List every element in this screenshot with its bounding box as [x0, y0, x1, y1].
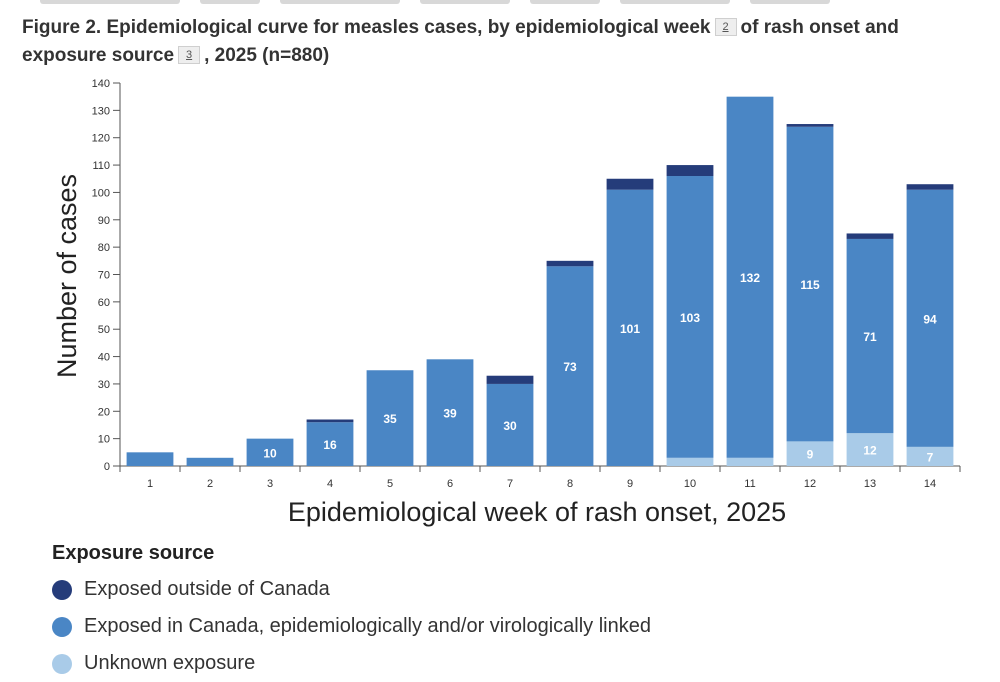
- y-tick-label: 20: [98, 406, 110, 418]
- data-label: 30: [503, 419, 517, 433]
- data-label: 73: [563, 360, 577, 374]
- y-tick-label: 80: [98, 242, 110, 254]
- bar-segment-exposed-in-canada[interactable]: [246, 438, 294, 466]
- x-tick-label: 11: [744, 478, 755, 490]
- x-tick-label: 1: [147, 478, 153, 490]
- legend-swatch-exposed-outside-canada: [52, 579, 72, 600]
- bar-segment-exposed-in-canada[interactable]: [786, 126, 834, 442]
- bar-segment-exposed-in-canada[interactable]: [426, 359, 474, 466]
- x-tick-label: 14: [924, 478, 936, 490]
- x-tick-label: 10: [684, 478, 696, 490]
- x-tick-label: 6: [447, 478, 453, 490]
- x-tick-label: 9: [627, 478, 633, 490]
- figure-title-part2: of rash onset and exposure source: [22, 17, 899, 66]
- x-axis: 1 2 3 4 5 6 7 8 9 10 11 12 13 14: [119, 465, 961, 490]
- bar-segment-unknown-exposure[interactable]: [906, 446, 954, 466]
- legend: Exposure source Exposed outside of Canad…: [52, 542, 651, 682]
- bar-segment-unknown-exposure[interactable]: [846, 433, 894, 466]
- bar-segment-exposed-outside-canada[interactable]: [906, 184, 954, 190]
- data-label: 115: [800, 278, 820, 292]
- bar-segment-exposed-in-canada[interactable]: [486, 383, 534, 466]
- data-label: 7: [927, 450, 934, 464]
- bar-segment-exposed-outside-canada[interactable]: [786, 124, 834, 127]
- figure-title-part3: , 2025 (n=880): [204, 45, 330, 66]
- bar-segment-exposed-in-canada[interactable]: [846, 238, 894, 434]
- x-tick-label: 13: [864, 478, 876, 490]
- y-tick-label: 70: [98, 270, 110, 282]
- bar-segment-exposed-in-canada[interactable]: [906, 189, 954, 447]
- y-tick-label: 10: [98, 434, 110, 446]
- y-tick-label: 140: [92, 78, 110, 90]
- bars: [126, 96, 954, 466]
- bar-segment-exposed-outside-canada[interactable]: [546, 260, 594, 267]
- clipped-text-line: [0, 0, 1000, 6]
- x-tick-label: 7: [507, 478, 513, 490]
- bar-segment-exposed-in-canada[interactable]: [186, 457, 234, 466]
- figure-title: Figure 2. Epidemiological curve for meas…: [22, 14, 982, 70]
- data-label: 71: [863, 330, 877, 344]
- x-tick-label: 12: [804, 478, 816, 490]
- bar-segment-exposed-in-canada[interactable]: [666, 176, 714, 458]
- data-label: 12: [863, 444, 877, 458]
- bar-segment-exposed-in-canada[interactable]: [126, 452, 174, 466]
- bar-segment-exposed-in-canada[interactable]: [606, 189, 654, 466]
- bar-segment-unknown-exposure[interactable]: [786, 441, 834, 466]
- y-tick-label: 50: [98, 324, 110, 336]
- legend-title: Exposure source: [52, 542, 215, 564]
- legend-label: Unknown exposure: [84, 652, 256, 674]
- data-label: 94: [923, 312, 937, 326]
- y-tick-label: 110: [92, 160, 110, 172]
- y-tick-label: 40: [98, 352, 110, 364]
- legend-swatch-unknown-exposure: [52, 653, 72, 674]
- bar-segment-exposed-outside-canada[interactable]: [606, 178, 654, 190]
- data-labels: 10 16 35 39 30 73 101 103 132 115 71 94 9 12 7: [263, 271, 937, 464]
- legend-item-unknown-exposure[interactable]: Unknown exposure: [52, 645, 651, 682]
- legend-item-exposed-in-canada[interactable]: Exposed in Canada, epidemiologically and…: [52, 608, 651, 645]
- data-label: 10: [263, 446, 277, 460]
- x-axis-title: Epidemiological week of rash onset, 2025: [288, 497, 786, 527]
- legend-swatch-exposed-in-canada: [52, 616, 72, 637]
- x-tick-label: 3: [267, 478, 273, 490]
- legend-item-exposed-outside-canada[interactable]: Exposed outside of Canada: [52, 571, 651, 608]
- bar-segment-exposed-in-canada[interactable]: [546, 266, 594, 466]
- y-axis: 0 10 20 30 40 50 60 70 80 90 100 110 120 130 140: [92, 78, 121, 473]
- y-tick-label: 60: [98, 297, 110, 309]
- bar-segment-exposed-in-canada[interactable]: [366, 370, 414, 466]
- bar-segment-exposed-outside-canada[interactable]: [306, 419, 354, 423]
- data-label: 9: [807, 448, 814, 462]
- data-label: 35: [383, 412, 397, 426]
- y-tick-label: 90: [98, 215, 110, 227]
- bar-segment-exposed-in-canada[interactable]: [726, 96, 774, 458]
- data-label: 39: [443, 407, 457, 421]
- bar-segment-exposed-in-canada[interactable]: [306, 422, 354, 466]
- footnote-link-exposure-source[interactable]: 3: [178, 46, 201, 64]
- x-tick-label: 4: [327, 478, 333, 490]
- bar-segment-exposed-outside-canada[interactable]: [666, 165, 714, 177]
- data-label: 101: [620, 322, 640, 336]
- legend-label: Exposed in Canada, epidemiologically and…: [84, 615, 651, 637]
- x-tick-label: 5: [387, 478, 393, 490]
- y-tick-label: 120: [92, 133, 110, 145]
- y-tick-label: 100: [92, 187, 110, 199]
- figure-title-part1: Figure 2. Epidemiological curve for meas…: [22, 17, 711, 38]
- bar-segment-exposed-outside-canada[interactable]: [486, 375, 534, 384]
- bar-segment-unknown-exposure[interactable]: [726, 457, 774, 466]
- data-label: 16: [323, 438, 337, 452]
- y-axis-title: Number of cases: [52, 174, 82, 378]
- y-tick-label: 0: [104, 461, 110, 473]
- x-tick-label: 8: [567, 478, 573, 490]
- x-tick-label: 2: [207, 478, 213, 490]
- y-tick-label: 130: [92, 105, 110, 117]
- data-label: 132: [740, 271, 760, 285]
- legend-label: Exposed outside of Canada: [84, 578, 330, 600]
- bar-segment-unknown-exposure[interactable]: [666, 457, 714, 466]
- footnote-link-week[interactable]: 2: [714, 18, 737, 36]
- bar-segment-exposed-outside-canada[interactable]: [846, 233, 894, 239]
- data-label: 103: [680, 311, 700, 325]
- y-tick-label: 30: [98, 379, 110, 391]
